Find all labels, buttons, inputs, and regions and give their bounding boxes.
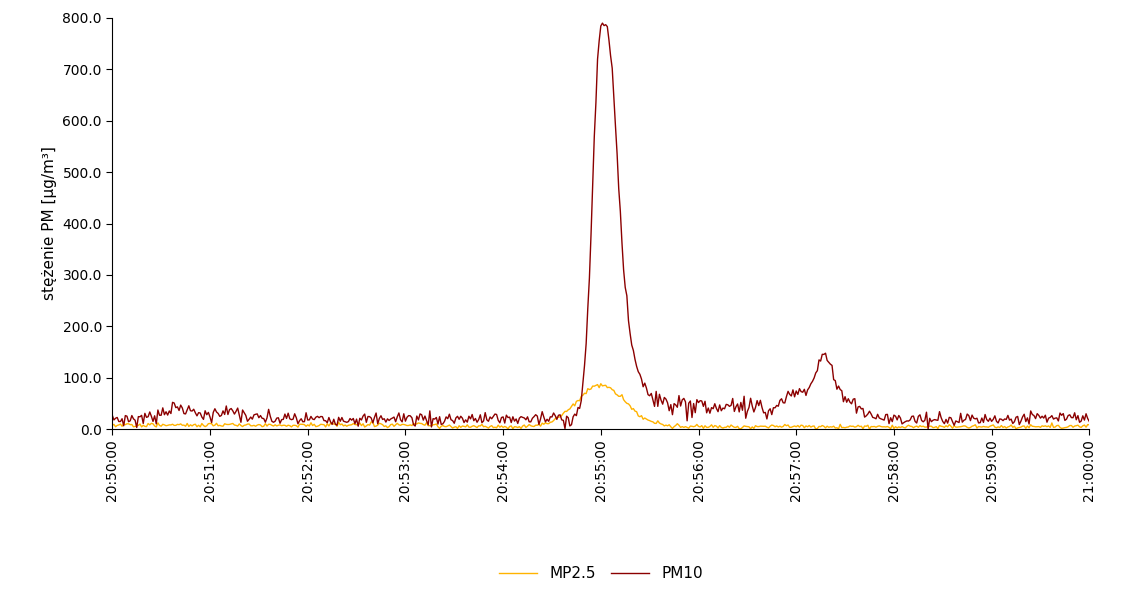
MP2.5: [287, 422, 301, 429]
Line: MP2.5: MP2.5: [112, 384, 1089, 429]
MP2.5: [106, 422, 119, 429]
Line: PM10: PM10: [112, 23, 1089, 429]
PM10: [921, 426, 934, 433]
MP2.5: [1054, 425, 1068, 432]
Legend: MP2.5, PM10: MP2.5, PM10: [493, 560, 709, 587]
PM10: [106, 412, 119, 419]
PM10: [886, 418, 900, 425]
MP2.5: [167, 422, 181, 429]
MP2.5: [862, 426, 876, 433]
MP2.5: [887, 425, 901, 432]
PM10: [595, 20, 609, 27]
PM10: [1054, 412, 1068, 419]
MP2.5: [594, 380, 608, 387]
Y-axis label: stężenie PM [µg/m³]: stężenie PM [µg/m³]: [42, 147, 57, 300]
PM10: [287, 410, 301, 417]
PM10: [1021, 414, 1034, 421]
MP2.5: [1021, 423, 1034, 430]
PM10: [167, 399, 181, 406]
MP2.5: [1083, 421, 1096, 429]
MP2.5: [428, 421, 441, 428]
PM10: [428, 415, 441, 423]
PM10: [1083, 418, 1096, 425]
